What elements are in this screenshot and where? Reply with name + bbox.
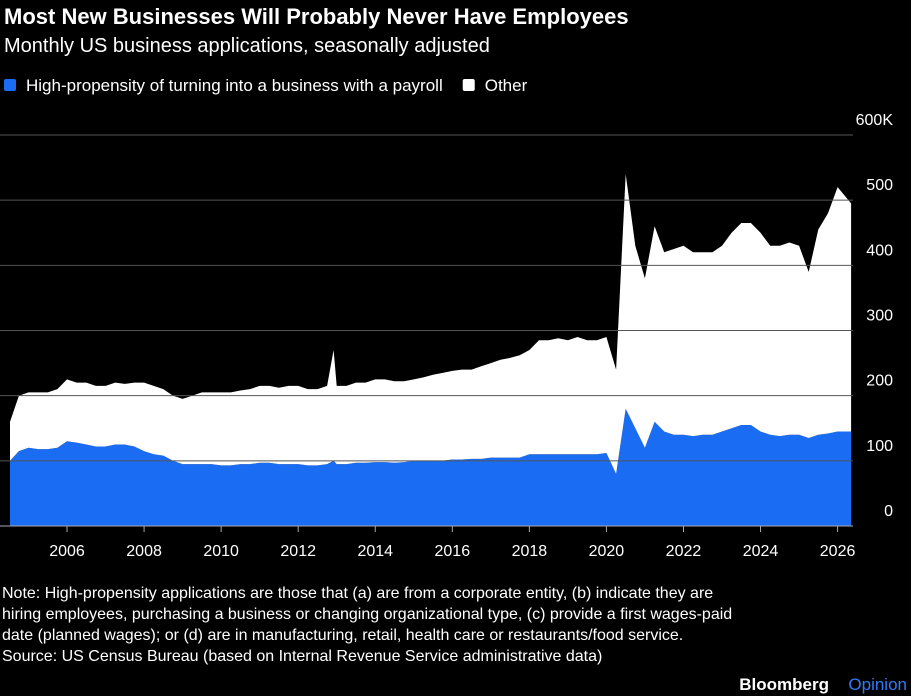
y-tick-label: 0 (884, 503, 893, 520)
note-line: date (planned wages); or (d) are in manu… (2, 627, 683, 644)
chart-title: Most New Businesses Will Probably Never … (4, 4, 629, 29)
note-line: hiring employees, purchasing a business … (2, 606, 732, 623)
source: Source: US Census Bureau (based on Inter… (2, 648, 602, 665)
legend-swatch (462, 79, 475, 91)
y-tick-label: 400 (866, 242, 893, 259)
legend-label: Other (485, 76, 528, 95)
x-tick-label: 2010 (203, 543, 239, 560)
x-tick-label: 2006 (49, 543, 85, 560)
x-tick-label: 2020 (589, 543, 625, 560)
y-tick-label: 200 (866, 373, 893, 390)
y-tick-label: 100 (866, 438, 893, 455)
notes: Note: High-propensity applications are t… (2, 585, 732, 665)
note-line: Note: High-propensity applications are t… (2, 585, 713, 602)
y-tick-label: 600K (856, 112, 894, 129)
x-tick-label: 2012 (280, 543, 316, 560)
x-tick-label: 2008 (126, 543, 162, 560)
x-tick-label: 2018 (512, 543, 548, 560)
legend-label: High-propensity of turning into a busine… (26, 76, 443, 95)
legend-swatch (4, 79, 16, 91)
legend: High-propensity of turning into a busine… (4, 76, 528, 95)
chart-subtitle: Monthly US business applications, season… (4, 35, 490, 57)
y-tick-label: 500 (866, 177, 893, 194)
brand: Bloomberg (739, 675, 829, 694)
x-tick-label: 2026 (820, 543, 856, 560)
x-tick-label: 2014 (357, 543, 393, 560)
x-tick-label: 2016 (435, 543, 471, 560)
plot: 0 100 200 300 400 500 600K 2006 2008 2010 2012 2014… (0, 112, 893, 560)
y-tick-label: 300 (866, 308, 893, 325)
area (10, 174, 852, 474)
area (10, 408, 852, 526)
x-tick-label: 2022 (666, 543, 702, 560)
x-tick-label: 2024 (743, 543, 779, 560)
brand-opinion: Opinion (848, 675, 907, 694)
